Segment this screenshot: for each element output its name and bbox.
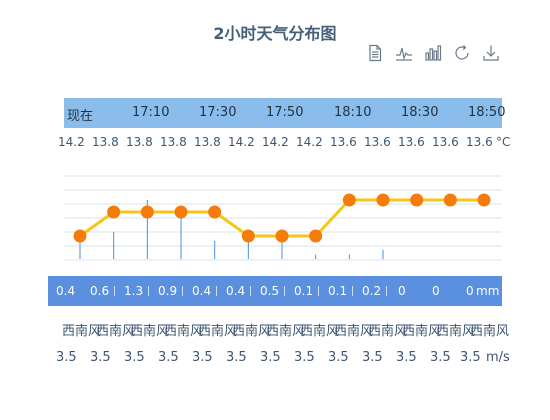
divider	[386, 286, 387, 296]
wind-speed: 3.5	[192, 350, 213, 365]
wind-direction: 西南风	[130, 324, 170, 339]
line-chart-icon[interactable]	[395, 44, 413, 62]
chart-toolbar	[366, 44, 500, 62]
time-label: 18:30	[401, 105, 439, 120]
temperature-point	[443, 193, 457, 207]
divider	[148, 286, 149, 296]
rainfall-label: 0	[398, 284, 406, 298]
wind-direction: 西南风	[334, 324, 374, 339]
wind-direction: 西南风	[232, 324, 272, 339]
wind-direction: 西南风	[96, 324, 136, 339]
wind-speed: 3.5	[226, 350, 247, 365]
temperature-label: 14.2	[228, 135, 255, 149]
rainfall-label: 0	[466, 284, 474, 298]
time-band: 现在 17:10 17:30 17:50 18:10 18:30 18:50	[64, 98, 506, 128]
rainfall-label: 0.6	[90, 284, 110, 298]
temperature-label: 13.6	[432, 135, 459, 149]
wind-speed: 3.5	[328, 350, 349, 365]
temperature-point	[140, 205, 154, 219]
time-label: 18:10	[334, 105, 372, 120]
wind-direction: 西南风	[266, 324, 306, 339]
time-label: 17:10	[132, 105, 170, 120]
temperature-point	[309, 229, 323, 243]
temperature-point	[275, 229, 289, 243]
wind-speed: 3.5	[260, 350, 281, 365]
temperature-unit: °C	[496, 135, 511, 149]
divider	[114, 286, 115, 296]
wind-speed: 3.5	[90, 350, 111, 365]
temperature-label: 13.8	[194, 135, 221, 149]
restore-icon[interactable]	[453, 44, 471, 62]
wind-speed: 3.5	[124, 350, 145, 365]
wind-speed: 3.5	[56, 350, 77, 365]
wind-speed: 3.5	[294, 350, 315, 365]
wind-speed-unit: m/s	[486, 350, 510, 365]
rainfall-unit: mm	[476, 284, 500, 298]
chart-title: 2小时天气分布图	[213, 24, 337, 43]
wind-direction: 西南风	[436, 324, 476, 339]
temperature-point	[477, 193, 491, 207]
wind-direction: 西南风	[368, 324, 408, 339]
temperature-point	[342, 193, 356, 207]
wind-direction: 西南风	[300, 324, 340, 339]
temperature-label: 13.6	[330, 135, 357, 149]
divider	[284, 286, 285, 296]
temperature-point	[107, 205, 121, 219]
download-icon[interactable]	[482, 44, 500, 62]
wind-direction: 西南风	[402, 324, 442, 339]
rainfall-label: 0.9	[158, 284, 178, 298]
temperature-label: 13.8	[126, 135, 153, 149]
temperature-point	[208, 205, 222, 219]
time-label: 现在	[67, 109, 94, 124]
wind-direction: 西南风	[164, 324, 204, 339]
temperature-label: 14.2	[58, 135, 85, 149]
temperature-point	[376, 193, 390, 207]
wind-direction: 西南风	[62, 324, 102, 339]
rainfall-label: 0.4	[56, 284, 76, 298]
bar-chart-icon[interactable]	[424, 44, 442, 62]
temperature-label: 14.2	[262, 135, 289, 149]
rainfall-label: 0.4	[226, 284, 246, 298]
rainfall-label: 0.5	[260, 284, 280, 298]
rainfall-label: 0	[432, 284, 440, 298]
rainfall-label: 0.1	[294, 284, 314, 298]
wind-speed: 3.5	[396, 350, 417, 365]
temperature-point	[241, 229, 255, 243]
wind-speed: 3.5	[430, 350, 451, 365]
rainfall-label: 1.3	[124, 284, 144, 298]
divider	[182, 286, 183, 296]
temperature-label: 14.2	[296, 135, 323, 149]
temperature-point	[73, 229, 87, 243]
temperature-label: 13.8	[92, 135, 119, 149]
divider	[318, 286, 319, 296]
data-view-icon[interactable]	[366, 44, 384, 62]
time-label: 17:30	[199, 105, 237, 120]
wind-speed: 3.5	[362, 350, 383, 365]
time-label: 18:50	[468, 105, 506, 120]
divider	[216, 286, 217, 296]
wind-direction: 西南风	[470, 324, 510, 339]
temperature-point	[174, 205, 188, 219]
rainfall-label: 0.1	[328, 284, 348, 298]
temperature-point	[410, 193, 424, 207]
divider	[250, 286, 251, 296]
rainfall-band: 0.4 0.6 1.3 0.9 0.4 0.4 0.5 0.1 0.1 0.2 …	[48, 276, 502, 306]
temperature-label: 13.6	[364, 135, 391, 149]
temperature-label: 13.6	[466, 135, 493, 149]
wind-direction: 西南风	[198, 324, 238, 339]
wind-speed: 3.5	[460, 350, 481, 365]
time-label: 17:50	[266, 105, 304, 120]
divider	[352, 286, 353, 296]
rainfall-label: 0.2	[362, 284, 382, 298]
temperature-label: 13.8	[160, 135, 187, 149]
wind-speed: 3.5	[158, 350, 179, 365]
rainfall-label: 0.4	[192, 284, 212, 298]
temperature-label: 13.6	[398, 135, 425, 149]
